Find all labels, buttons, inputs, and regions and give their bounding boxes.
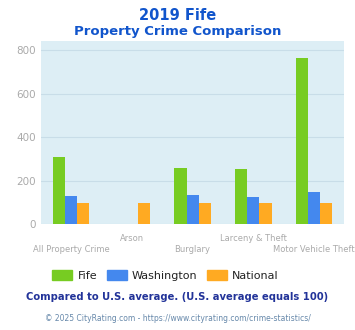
Bar xyxy=(235,170,247,224)
Bar xyxy=(186,195,199,224)
Text: Arson: Arson xyxy=(120,234,144,243)
Text: Larceny & Theft: Larceny & Theft xyxy=(220,234,287,243)
Bar xyxy=(260,203,272,224)
Bar xyxy=(247,197,260,224)
Bar xyxy=(65,196,77,224)
Bar xyxy=(308,192,320,224)
Bar xyxy=(174,168,186,224)
Bar xyxy=(199,203,211,224)
Text: 2019 Fife: 2019 Fife xyxy=(139,8,216,23)
Text: All Property Crime: All Property Crime xyxy=(33,245,110,253)
Bar xyxy=(320,203,332,224)
Text: © 2025 CityRating.com - https://www.cityrating.com/crime-statistics/: © 2025 CityRating.com - https://www.city… xyxy=(45,314,310,323)
Text: Compared to U.S. average. (U.S. average equals 100): Compared to U.S. average. (U.S. average … xyxy=(26,292,329,302)
Text: Burglary: Burglary xyxy=(175,245,211,253)
Bar xyxy=(138,203,150,224)
Text: Property Crime Comparison: Property Crime Comparison xyxy=(74,25,281,38)
Bar xyxy=(53,157,65,224)
Text: Motor Vehicle Theft: Motor Vehicle Theft xyxy=(273,245,355,253)
Bar xyxy=(77,203,89,224)
Bar xyxy=(296,58,308,224)
Legend: Fife, Washington, National: Fife, Washington, National xyxy=(53,270,279,281)
